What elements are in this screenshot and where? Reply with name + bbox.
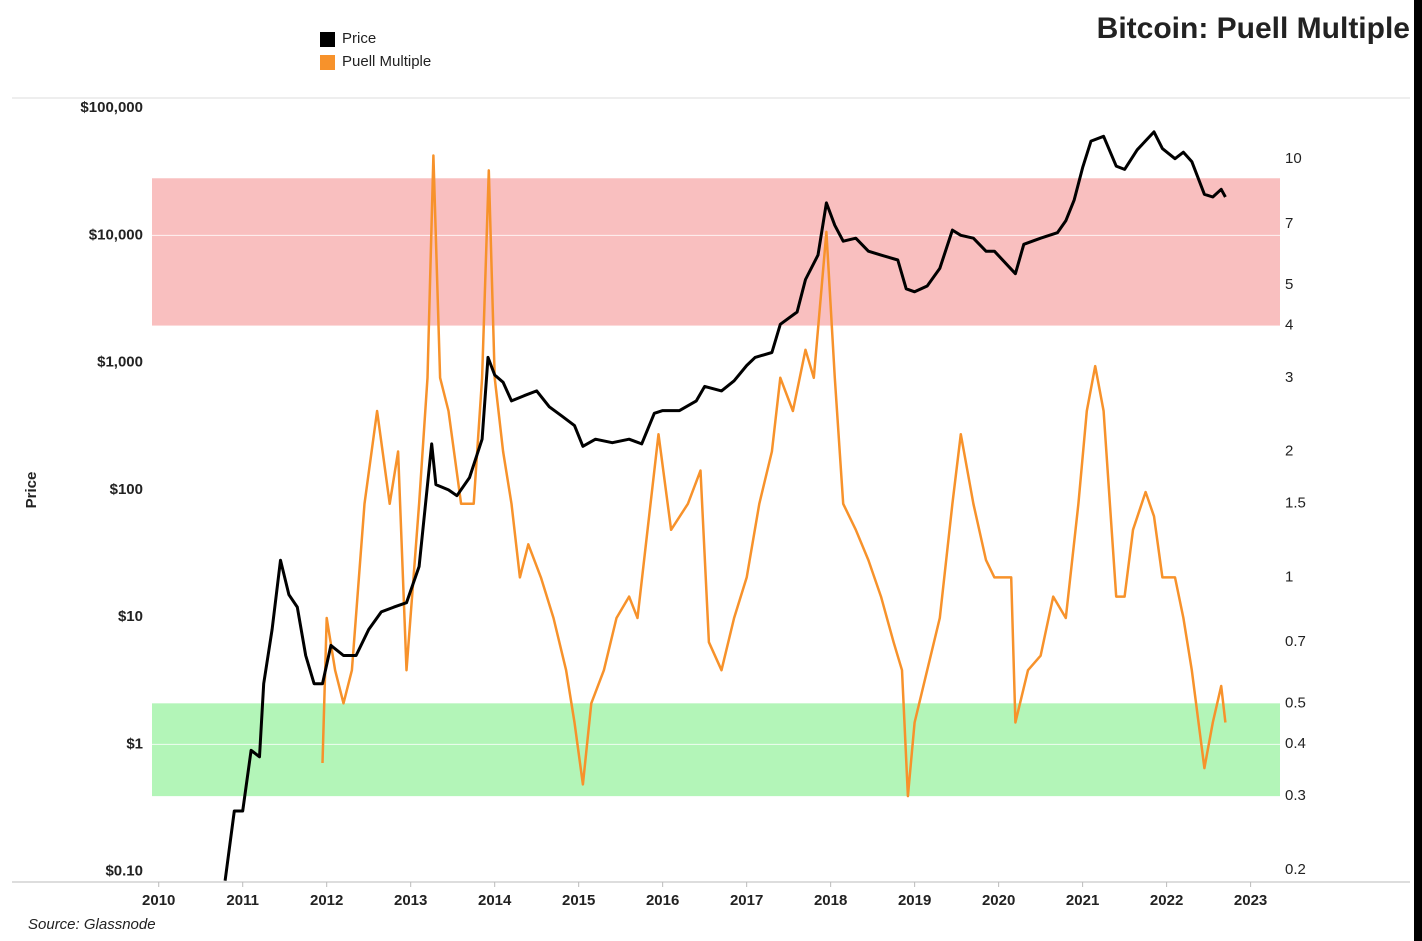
x-tick-label: 2018 bbox=[814, 892, 847, 909]
y2-tick-label: 5 bbox=[1285, 276, 1293, 293]
y2-tick-label: 0.5 bbox=[1285, 694, 1306, 711]
chart-title: Bitcoin: Puell Multiple bbox=[1097, 12, 1410, 45]
x-tick-label: 2020 bbox=[982, 892, 1015, 909]
x-tick-label: 2011 bbox=[226, 892, 259, 909]
x-tick-label: 2012 bbox=[310, 892, 343, 909]
band bbox=[152, 703, 1280, 797]
y-tick-label: $0.10 bbox=[105, 863, 143, 880]
x-tick-label: 2015 bbox=[562, 892, 595, 909]
legend-label: Puell Multiple bbox=[342, 53, 431, 70]
y2-tick-label: 0.4 bbox=[1285, 735, 1306, 752]
x-tick-label: 2014 bbox=[478, 892, 512, 909]
series-line bbox=[223, 130, 1227, 881]
y2-tick-label: 0.3 bbox=[1285, 787, 1306, 804]
y-tick-label: $10 bbox=[118, 608, 143, 625]
y2-tick-label: 10 bbox=[1285, 150, 1302, 167]
y2-tick-label: 7 bbox=[1285, 215, 1293, 232]
series-line bbox=[321, 154, 1227, 798]
y2-tick-label: 0.7 bbox=[1285, 633, 1306, 650]
x-tick-label: 2023 bbox=[1234, 892, 1267, 909]
y-tick-label: $1,000 bbox=[97, 354, 143, 371]
legend-swatch bbox=[320, 55, 335, 70]
x-tick-label: 2022 bbox=[1150, 892, 1183, 909]
x-tick-label: 2019 bbox=[898, 892, 931, 909]
y-axis-label: Price bbox=[23, 472, 40, 509]
legend-label: Price bbox=[342, 30, 376, 47]
y2-tick-label: 3 bbox=[1285, 369, 1293, 386]
y-tick-label: $100,000 bbox=[80, 99, 143, 116]
source: Source: Glassnode bbox=[28, 916, 156, 933]
edge-bar bbox=[1414, 0, 1422, 941]
x-tick-label: 2013 bbox=[394, 892, 427, 909]
x-tick-label: 2021 bbox=[1066, 892, 1099, 909]
y-tick-label: $100 bbox=[110, 481, 143, 498]
y2-tick-label: 1 bbox=[1285, 568, 1293, 585]
x-tick-label: 2010 bbox=[142, 892, 175, 909]
y2-tick-label: 1.5 bbox=[1285, 495, 1306, 512]
y2-tick-label: 0.2 bbox=[1285, 861, 1306, 878]
y2-tick-label: 2 bbox=[1285, 442, 1293, 459]
x-tick-label: 2016 bbox=[646, 892, 679, 909]
legend-swatch bbox=[320, 32, 335, 47]
band bbox=[152, 178, 1280, 326]
y2-tick-label: 4 bbox=[1285, 317, 1293, 334]
y-tick-label: $1 bbox=[126, 735, 143, 752]
x-tick-label: 2017 bbox=[730, 892, 763, 909]
y-tick-label: $10,000 bbox=[89, 226, 143, 243]
